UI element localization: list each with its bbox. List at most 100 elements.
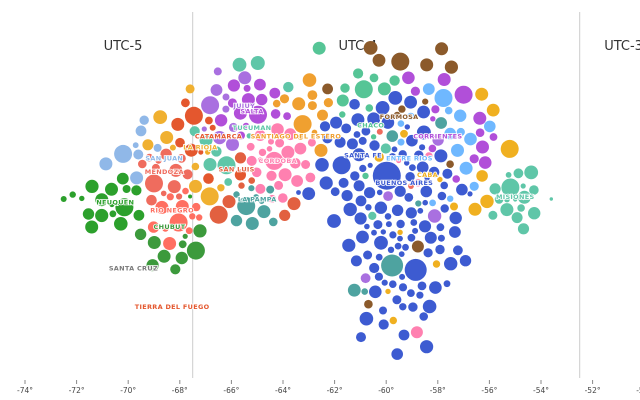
bubble-chubut <box>178 240 187 249</box>
bubble-buenos-aires <box>359 164 367 172</box>
bubble-la-pampa <box>230 214 243 227</box>
bubble-corrientes <box>437 73 451 86</box>
bubble-la-rioja <box>200 187 219 206</box>
bubble-buenos-aires <box>456 183 468 196</box>
bubble-corrientes <box>430 116 436 122</box>
bubble-misiones <box>520 183 526 189</box>
bubble-misiones <box>517 223 530 235</box>
bubble-buenos-aires <box>380 229 386 235</box>
timezone-label: UTC-5 <box>104 39 143 54</box>
bubble-buenos-aires <box>449 211 462 225</box>
bubble-neuquen <box>105 182 118 196</box>
bubble-rio-negro <box>162 225 169 232</box>
bubble-neuquen <box>85 179 99 193</box>
bubble-buenos-aires <box>405 172 415 182</box>
bubble-corrientes <box>402 71 415 85</box>
bubble-formosa <box>363 41 378 55</box>
label-santiago-del-estero: SANTIAGO DEL ESTERO <box>251 132 342 140</box>
bubble-corrientes <box>473 111 487 125</box>
bubble-buenos-aires <box>392 295 402 305</box>
bubble-buenos-aires <box>389 280 397 289</box>
bubble-chaco <box>365 104 374 112</box>
bubble-trail <box>79 195 85 202</box>
bubble-la-rioja <box>160 131 174 144</box>
bubble-buenos-aires <box>404 124 410 130</box>
bubble-entre-rios <box>451 143 464 157</box>
bubble-santa-fe <box>319 121 331 132</box>
bubble-misiones <box>494 195 504 204</box>
bubble-buenos-aires <box>422 199 429 206</box>
bubble-chaco <box>354 80 373 99</box>
bubble-buenos-aires <box>416 291 424 299</box>
bubble-la-pampa <box>253 194 259 200</box>
bubble-buenos-aires <box>399 273 406 280</box>
bubble-caba <box>476 170 488 182</box>
bubble-mendoza <box>161 168 167 175</box>
bubble-chaco <box>369 73 379 83</box>
bubble-santiago-del-estero <box>302 73 317 87</box>
bubble-buenos-aires <box>398 329 410 341</box>
bubble-buenos-aires <box>376 128 383 135</box>
bubble-salta <box>241 93 255 107</box>
bubble-buenos-aires <box>408 302 418 312</box>
bubble-la-rioja <box>205 149 211 155</box>
bubble-santa-fe <box>350 171 360 181</box>
bubble-mendoza <box>151 163 160 172</box>
bubble-tucuman <box>224 178 233 186</box>
bubble-buenos-aires <box>405 207 417 219</box>
bubble-jujuy <box>210 84 223 96</box>
bubble-corrientes <box>489 133 498 141</box>
bubble-salta <box>233 106 247 120</box>
bubble-salta <box>254 78 266 91</box>
bubble-cordoba <box>278 168 292 182</box>
bubble-rio-negro <box>155 200 169 214</box>
bubble-cordoba <box>284 128 297 141</box>
bubble-formosa <box>393 111 401 119</box>
bubble-buenos-aires <box>416 125 431 140</box>
bubble-buenos-aires <box>365 204 372 211</box>
bubble-neuquen <box>109 210 117 218</box>
bubble-mendoza <box>182 169 193 180</box>
bubble-formosa <box>422 98 429 105</box>
bubble-jujuy <box>222 93 230 101</box>
bubble-corrientes <box>475 128 485 137</box>
bubble-trail <box>60 196 67 202</box>
bubble-cordoba <box>251 167 262 178</box>
label-tierra-del-fuego: TIERRA DEL FUEGO <box>135 303 210 311</box>
bubble-corrientes <box>478 156 492 169</box>
bubble-cordoba <box>255 183 266 194</box>
bubble-santa-fe <box>353 131 361 138</box>
bubble-santiago-del-estero <box>307 90 318 100</box>
bubble-entre-rios <box>444 127 457 140</box>
bubble-entre-rios <box>407 112 415 120</box>
x-tick-label: -58° <box>430 386 446 395</box>
bubble-cordoba <box>307 138 316 147</box>
x-axis: -74° -72° -70° -68° -66° -64° -62° -60° -58° -56°… <box>17 380 640 395</box>
bubble-buenos-aires <box>373 220 383 230</box>
bubble-buenos-aires <box>424 175 430 181</box>
bubble-buenos-aires <box>391 348 404 360</box>
bubble-salta <box>269 87 281 99</box>
bubble-tucuman <box>189 126 200 137</box>
bubble-buenos-aires <box>437 234 445 242</box>
bubble-buenos-aires <box>355 195 367 207</box>
bubble-tucuman <box>199 133 213 147</box>
bubble-la-rioja <box>189 179 202 193</box>
bubble-caba <box>475 87 489 101</box>
bubble-buenos-aires <box>415 200 422 207</box>
bubble-caba <box>486 103 500 117</box>
bubble-santa-fe <box>319 176 333 190</box>
bubble-cordoba <box>275 138 285 148</box>
bubble-misiones <box>511 212 523 224</box>
bubble-tucuman <box>203 158 217 171</box>
bubble-buenos-aires <box>388 91 403 105</box>
label-rio-negro: RIO NEGRO <box>150 207 194 215</box>
bubble-buenos-aires <box>422 299 437 314</box>
bubble-trail <box>513 197 518 202</box>
bubble-cordoba <box>265 151 284 170</box>
bubble-caba <box>450 202 458 211</box>
bubble-santiago-del-estero <box>279 94 290 104</box>
bubble-buenos-aires <box>418 220 432 233</box>
bubble-buenos-aires <box>414 150 424 160</box>
